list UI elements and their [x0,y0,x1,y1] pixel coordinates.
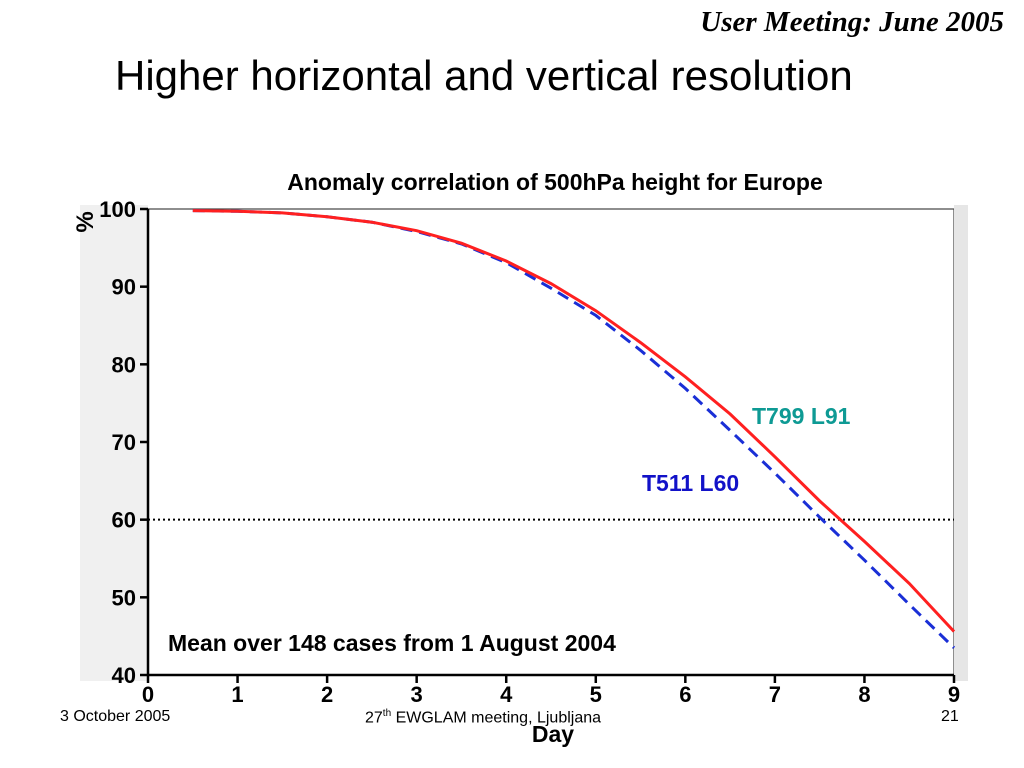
x-tick-label: 9 [948,682,960,707]
plot-shadow-right [954,205,968,681]
x-tick-label: 5 [590,682,602,707]
x-tick-label: 8 [858,682,870,707]
footer-event-suffix: th [382,708,392,719]
y-axis-label: % [72,211,99,232]
y-tick-label: 60 [112,508,136,533]
footer-page-number: 21 [941,708,959,725]
chart-title: Anomaly correlation of 500hPa height for… [287,169,822,195]
x-tick-label: 7 [769,682,781,707]
footer-event: 27th EWGLAM meeting, Ljubljana [365,708,601,727]
y-tick-label: 90 [112,275,136,300]
y-tick-label: 40 [112,663,136,688]
x-tick-label: 4 [500,682,513,707]
meeting-header: User Meeting: June 2005 [700,6,1004,38]
footer-event-rest: EWGLAM meeting, Ljubljana [391,709,602,727]
series-line-t799-l91 [192,209,956,633]
y-tick-label: 50 [112,585,136,610]
footer-date: 3 October 2005 [60,708,171,725]
series-label-t511: T511 L60 [642,470,739,496]
x-tick-label: 6 [679,682,691,707]
y-tick-label: 80 [112,352,136,377]
x-tick-label: 1 [231,682,243,707]
y-tick-label: 100 [99,197,136,222]
x-tick-label: 2 [321,682,333,707]
chart-annotation: Mean over 148 cases from 1 August 2004 [168,630,616,656]
y-tick-label: 70 [112,430,136,455]
series-label-t799: T799 L91 [752,403,851,429]
slide-title: Higher horizontal and vertical resolutio… [115,52,853,99]
plot-frame [147,208,955,676]
footer-event-ordinal: 27 [365,709,383,727]
x-tick-label: 0 [142,682,154,707]
x-tick-label: 3 [411,682,423,707]
x-axis-label: Day [532,721,574,747]
plot-shadow-left [80,205,148,681]
